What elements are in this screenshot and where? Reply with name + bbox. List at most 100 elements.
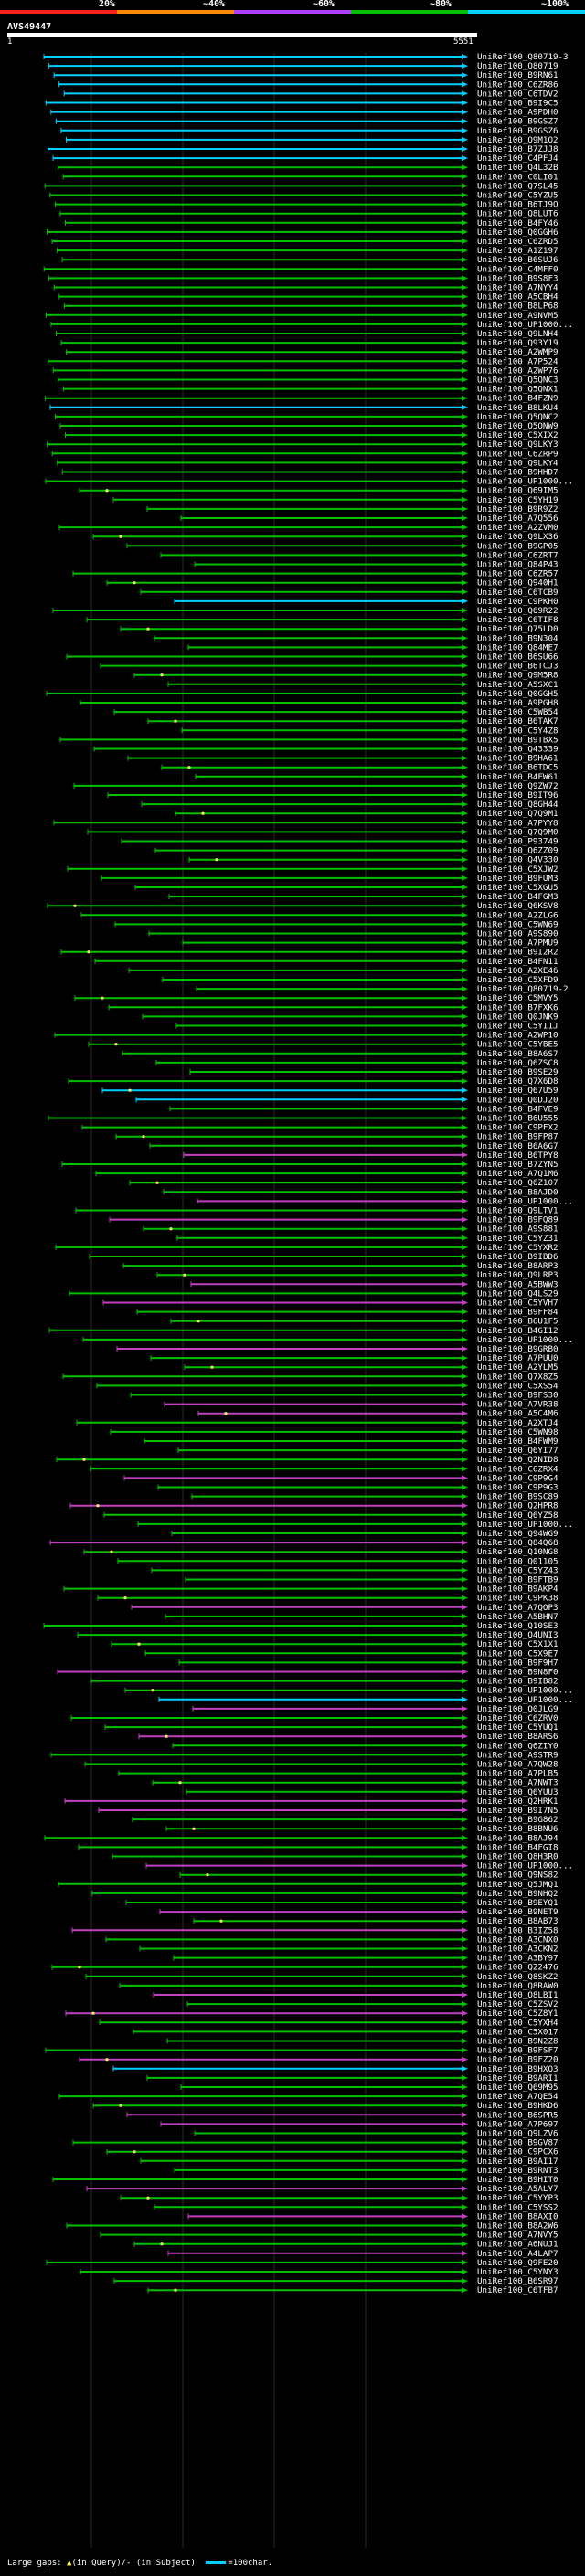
- hit-label[interactable]: UniRef100_Q4V330: [477, 855, 558, 865]
- hit-row[interactable]: UniRef100_Q8H3R0: [112, 1852, 558, 1862]
- hit-row[interactable]: UniRef100_C6ZRD5: [51, 237, 558, 247]
- hit-label[interactable]: UniRef100_B9FZ20: [477, 2055, 558, 2065]
- hit-label[interactable]: UniRef100_Q2HRK1: [477, 1797, 558, 1807]
- hit-label[interactable]: UniRef100_Q9LX36: [477, 532, 558, 542]
- hit-label[interactable]: UniRef100_Q8SKZ2: [477, 1972, 558, 1982]
- hit-row[interactable]: UniRef100_B6U555: [48, 1114, 558, 1124]
- hit-row[interactable]: UniRef100_Q7Q9M1: [175, 809, 558, 819]
- hit-row[interactable]: UniRef100_Q9LKY4: [57, 458, 558, 468]
- hit-row[interactable]: UniRef100_Q6YI77: [177, 1446, 558, 1456]
- hit-label[interactable]: UniRef100_C5XS54: [477, 1381, 558, 1391]
- hit-row[interactable]: UniRef100_B6SPR5: [126, 2110, 558, 2120]
- hit-label[interactable]: UniRef100_Q8H3R0: [477, 1852, 558, 1862]
- hit-label[interactable]: UniRef100_B9IBD6: [477, 1252, 558, 1262]
- hit-label[interactable]: UniRef100_Q84P43: [477, 560, 558, 570]
- hit-row[interactable]: UniRef100_B6TDC5: [161, 763, 558, 773]
- hit-row[interactable]: UniRef100_B9NHQ2: [91, 1889, 558, 1899]
- hit-row[interactable]: UniRef100_UP1000...: [158, 1695, 573, 1705]
- hit-label[interactable]: UniRef100_B9N2Z8: [477, 2037, 558, 2047]
- hit-row[interactable]: UniRef100_Q8GH44: [141, 800, 558, 810]
- hit-label[interactable]: UniRef100_B9HXQ3: [477, 2064, 558, 2074]
- hit-row[interactable]: UniRef100_C5YZ43: [151, 1565, 558, 1575]
- hit-label[interactable]: UniRef100_Q2HPR8: [477, 1501, 558, 1511]
- hit-row[interactable]: UniRef100_Q6ZSC8: [155, 1058, 558, 1068]
- hit-label[interactable]: UniRef100_A5BWW3: [477, 1279, 558, 1289]
- hit-row[interactable]: UniRef100_A2WMP9: [66, 347, 558, 357]
- hit-label[interactable]: UniRef100_C6ZRD5: [477, 237, 558, 247]
- hit-label[interactable]: UniRef100_Q10NG8: [477, 1547, 558, 1557]
- hit-row[interactable]: UniRef100_C5X1X1: [111, 1639, 558, 1649]
- hit-label[interactable]: UniRef100_Q84ME7: [477, 642, 558, 652]
- hit-label[interactable]: UniRef100_B6TPY8: [477, 1150, 558, 1161]
- hit-row[interactable]: UniRef100_B9HHD7: [61, 468, 558, 478]
- hit-label[interactable]: UniRef100_B9IB82: [477, 1677, 558, 1687]
- hit-row[interactable]: UniRef100_B9GSZ7: [55, 117, 558, 127]
- hit-label[interactable]: UniRef100_B9S8F3: [477, 273, 558, 283]
- hit-row[interactable]: UniRef100_Q9LRP3: [156, 1270, 558, 1280]
- hit-label[interactable]: UniRef100_B9FUM3: [477, 874, 558, 884]
- hit-row[interactable]: UniRef100_C5X017: [133, 2027, 558, 2037]
- hit-row[interactable]: UniRef100_B9GV87: [72, 2138, 558, 2148]
- hit-label[interactable]: UniRef100_C5Y4Z8: [477, 726, 558, 736]
- hit-label[interactable]: UniRef100_B9N8F0: [477, 1668, 558, 1678]
- hit-label[interactable]: UniRef100_Q8GH44: [477, 800, 558, 810]
- hit-label[interactable]: UniRef100_Q6YZ58: [477, 1511, 558, 1521]
- hit-label[interactable]: UniRef100_C5YSS2: [477, 2202, 558, 2212]
- hit-row[interactable]: UniRef100_Q9M5R8: [133, 671, 558, 681]
- hit-label[interactable]: UniRef100_B9HKD6: [477, 2101, 558, 2111]
- hit-label[interactable]: UniRef100_B8BNU6: [477, 1824, 558, 1834]
- hit-label[interactable]: UniRef100_Q0GGH6: [477, 228, 558, 238]
- hit-label[interactable]: UniRef100_C9PFX2: [477, 1123, 558, 1133]
- hit-row[interactable]: UniRef100_B9I2R2: [60, 948, 558, 958]
- hit-label[interactable]: UniRef100_UP1000...: [477, 1520, 573, 1530]
- hit-label[interactable]: UniRef100_Q5QNC3: [477, 376, 558, 386]
- hit-row[interactable]: UniRef100_Q7X8Z5: [62, 1372, 558, 1382]
- hit-label[interactable]: UniRef100_Q01105: [477, 1556, 558, 1566]
- hit-row[interactable]: UniRef100_A7P697: [160, 2119, 558, 2129]
- hit-label[interactable]: UniRef100_C9P9G3: [477, 1483, 558, 1493]
- hit-row[interactable]: UniRef100_Q2NID8: [56, 1455, 558, 1465]
- hit-row[interactable]: UniRef100_UP1000...: [137, 1520, 573, 1530]
- hit-row[interactable]: UniRef100_C6ZR86: [58, 80, 558, 90]
- hit-label[interactable]: UniRef100_B8LKU4: [477, 403, 558, 413]
- hit-label[interactable]: UniRef100_UP1000...: [477, 1335, 573, 1345]
- hit-label[interactable]: UniRef100_B9FS30: [477, 1391, 558, 1401]
- hit-label[interactable]: UniRef100_C5YZ31: [477, 1234, 558, 1244]
- hit-label[interactable]: UniRef100_B9NET9: [477, 1907, 558, 1917]
- hit-label[interactable]: UniRef100_Q43339: [477, 745, 558, 755]
- hit-label[interactable]: UniRef100_C9PCX6: [477, 2147, 558, 2157]
- hit-row[interactable]: UniRef100_B4FY46: [64, 218, 558, 228]
- hit-row[interactable]: UniRef100_Q8RAW0: [119, 1981, 558, 1991]
- hit-label[interactable]: UniRef100_C5Z8Y1: [477, 2009, 558, 2019]
- hit-row[interactable]: UniRef100_C5YZ31: [176, 1234, 558, 1244]
- hit-row[interactable]: UniRef100_C6TFB7: [147, 2285, 558, 2295]
- hit-row[interactable]: UniRef100_B9GRB0: [116, 1344, 558, 1354]
- hit-row[interactable]: UniRef100_C9PKH0: [174, 597, 558, 607]
- hit-row[interactable]: UniRef100_Q9LTV1: [75, 1206, 558, 1216]
- hit-label[interactable]: UniRef100_Q5QNC2: [477, 412, 558, 422]
- hit-row[interactable]: UniRef100_C5XIX2: [65, 430, 558, 440]
- hit-label[interactable]: UniRef100_Q9LZV6: [477, 2129, 558, 2139]
- hit-label[interactable]: UniRef100_Q6ZZ09: [477, 846, 558, 856]
- hit-row[interactable]: UniRef100_B9AI17: [140, 2157, 558, 2167]
- hit-row[interactable]: UniRef100_UP1000...: [145, 1861, 573, 1871]
- hit-label[interactable]: UniRef100_B6TJ9Q: [477, 200, 558, 210]
- hit-row[interactable]: UniRef100_B8ARP3: [122, 1261, 558, 1271]
- hit-label[interactable]: UniRef100_C9PKH0: [477, 597, 558, 607]
- hit-row[interactable]: UniRef100_B7ZYN5: [61, 1160, 558, 1170]
- hit-label[interactable]: UniRef100_Q7X8Z5: [477, 1372, 558, 1382]
- hit-label[interactable]: UniRef100_A7P524: [477, 356, 558, 366]
- hit-row[interactable]: UniRef100_Q2HPR8: [69, 1501, 558, 1511]
- hit-row[interactable]: UniRef100_A2ZVM0: [58, 523, 558, 533]
- hit-label[interactable]: UniRef100_Q5QNW9: [477, 421, 558, 431]
- hit-row[interactable]: UniRef100_A7PUU0: [150, 1353, 558, 1363]
- hit-row[interactable]: UniRef100_Q67U59: [101, 1086, 558, 1096]
- hit-label[interactable]: UniRef100_A5C4M6: [477, 1409, 558, 1419]
- hit-row[interactable]: UniRef100_A9S890: [148, 929, 558, 939]
- hit-label[interactable]: UniRef100_C5WN98: [477, 1427, 558, 1437]
- hit-label[interactable]: UniRef100_A9STR9: [477, 1750, 558, 1760]
- hit-label[interactable]: UniRef100_C5YZ43: [477, 1565, 558, 1575]
- hit-label[interactable]: UniRef100_B9GSZ6: [477, 126, 558, 136]
- hit-label[interactable]: UniRef100_UP1000...: [477, 477, 573, 487]
- hit-row[interactable]: UniRef100_Q6Z107: [129, 1178, 558, 1188]
